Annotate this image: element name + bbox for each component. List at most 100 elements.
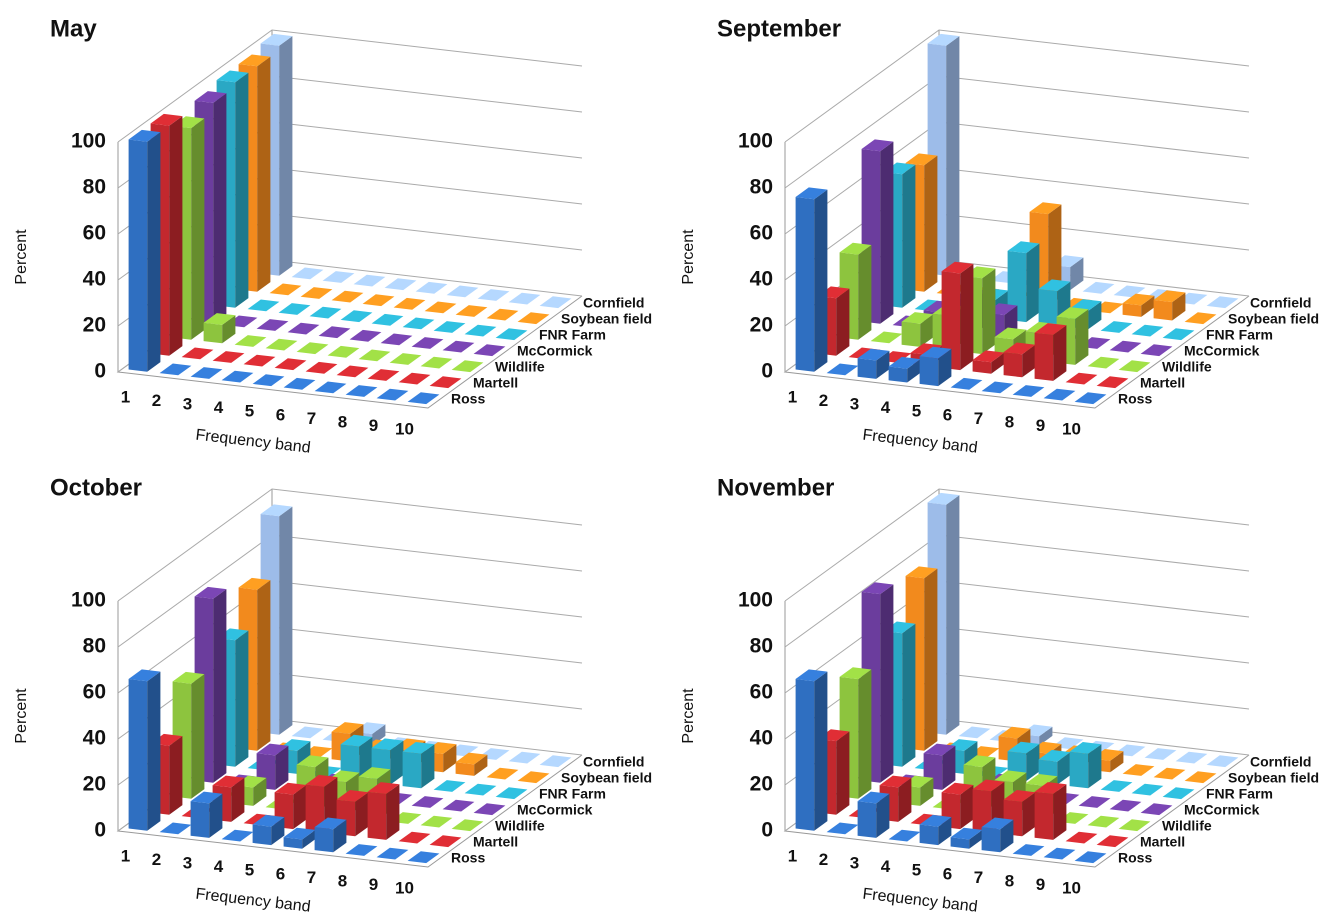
bar-top [291, 267, 324, 280]
y-tick-label: 80 [83, 635, 106, 658]
bar-top [327, 345, 360, 358]
x-tick-label: 8 [1005, 412, 1014, 431]
bar-top [238, 577, 271, 590]
bar-top [318, 326, 351, 339]
bar [433, 321, 466, 333]
bar [296, 342, 329, 355]
bar-side [902, 623, 916, 767]
bar [212, 351, 245, 363]
grid-line [784, 488, 1250, 602]
grid-line [117, 534, 583, 648]
bar [495, 328, 528, 341]
bar-top [941, 782, 974, 795]
bar [367, 369, 400, 381]
bar-side [960, 263, 974, 371]
bar-front [203, 322, 223, 344]
bar-top [477, 289, 510, 301]
x-tick-label: 7 [974, 409, 983, 428]
bar [398, 831, 431, 844]
y-tick-label: 100 [738, 130, 773, 153]
bar-top [972, 779, 1005, 792]
bar-front [128, 139, 148, 372]
bar-top [389, 353, 422, 365]
y-tick-label: 60 [83, 681, 106, 704]
legend-label: McCormick [1184, 343, 1260, 359]
bar [376, 388, 409, 401]
bar-top [905, 566, 938, 579]
bar [950, 377, 983, 390]
x-axis-label: Frequency band [862, 427, 979, 457]
bar-top [486, 767, 519, 780]
bar-top [888, 829, 921, 842]
bar-top [1153, 290, 1186, 303]
bar-side [898, 777, 912, 822]
bar-top [256, 743, 289, 756]
bar-side [279, 36, 293, 276]
bar-top [336, 365, 369, 378]
bar-side [209, 793, 223, 838]
bar [411, 337, 444, 349]
bar-side [924, 568, 938, 751]
bar [455, 752, 488, 776]
x-tick-label: 9 [369, 416, 378, 435]
bar-top [1034, 323, 1067, 335]
bar [305, 361, 338, 374]
bar [495, 787, 528, 800]
legend-label: Wildlife [495, 818, 545, 834]
bar [407, 851, 440, 864]
bar-side [1053, 784, 1067, 840]
legend-label: FNR Farm [1206, 786, 1273, 802]
bar-front [857, 801, 877, 838]
bar-top [260, 504, 293, 517]
legend-label: Ross [451, 850, 485, 866]
bar-top [1038, 279, 1071, 292]
bar [451, 360, 484, 373]
bar-top [349, 329, 382, 342]
bar [181, 347, 214, 360]
bar [221, 370, 254, 383]
y-tick-label: 40 [83, 268, 106, 291]
legend-label: FNR Farm [539, 786, 606, 802]
bar-top [1007, 741, 1040, 754]
bar-side [1141, 295, 1155, 317]
x-tick-label: 5 [245, 402, 254, 421]
bar-top [910, 343, 943, 355]
bar-top [1007, 241, 1040, 254]
bar [1122, 293, 1155, 317]
bar [464, 324, 497, 337]
bar-top [1131, 783, 1164, 796]
bar [252, 374, 285, 387]
bar-top [1162, 328, 1195, 341]
bar [517, 312, 550, 325]
bar-top [1074, 851, 1107, 864]
bar-top [1118, 360, 1151, 373]
bar [1069, 742, 1102, 789]
y-tick-label: 20 [83, 773, 106, 796]
bar-top [919, 346, 952, 359]
bar-top [826, 363, 859, 376]
bar-top [839, 667, 872, 680]
bar-top [433, 780, 466, 792]
bar-side [814, 189, 828, 372]
x-tick-label: 6 [276, 405, 285, 424]
bar-side [213, 93, 227, 324]
bar-top [455, 752, 488, 765]
bar [1065, 831, 1098, 844]
bar-front [283, 837, 303, 849]
bar-top [1109, 799, 1142, 812]
bar-top [1175, 751, 1208, 764]
bar-side [235, 630, 249, 767]
bar-top [203, 313, 236, 325]
bar [300, 287, 333, 299]
bar [314, 817, 347, 853]
bar [1153, 767, 1186, 780]
bar-top [398, 372, 431, 385]
x-tick-label: 6 [943, 405, 952, 424]
bar [1096, 835, 1129, 848]
y-tick-label: 100 [71, 130, 106, 153]
bar-top [1038, 749, 1071, 762]
bar [1109, 340, 1142, 353]
bar [1206, 296, 1239, 309]
bar-front [1007, 250, 1027, 323]
bar-side [293, 785, 307, 830]
